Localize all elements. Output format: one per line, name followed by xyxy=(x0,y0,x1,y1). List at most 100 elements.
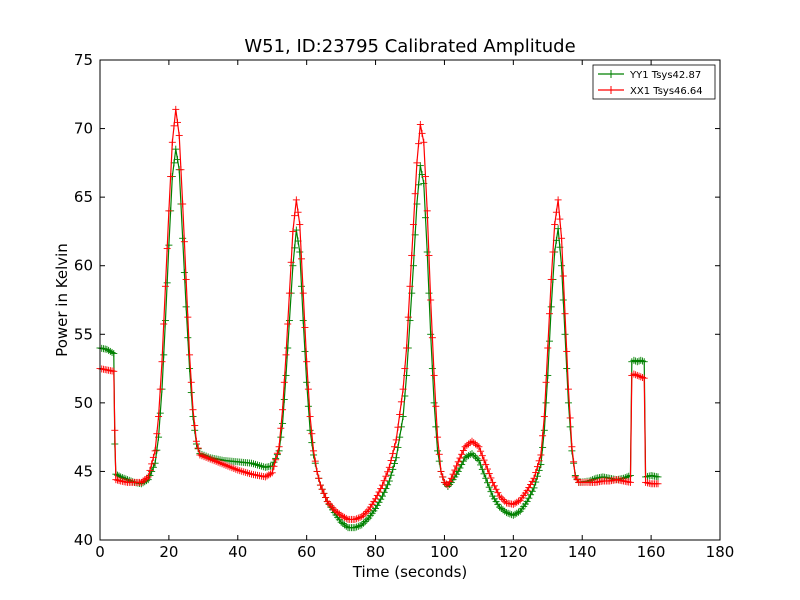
data-point xyxy=(528,477,536,485)
data-point xyxy=(291,212,299,220)
data-point xyxy=(361,517,369,525)
data-point xyxy=(552,208,560,216)
x-tick-label: 0 xyxy=(95,543,105,561)
data-point xyxy=(389,450,397,458)
legend-label-yy1: YY1 Tsys42.87 xyxy=(629,70,701,81)
data-point xyxy=(298,255,305,263)
data-point xyxy=(642,478,650,486)
data-point xyxy=(163,245,171,253)
data-point xyxy=(277,424,285,432)
data-point xyxy=(475,443,483,451)
data-point xyxy=(539,443,547,451)
data-point xyxy=(277,433,285,441)
data-point xyxy=(186,365,194,373)
data-point xyxy=(301,323,309,331)
data-point xyxy=(542,378,550,386)
data-point xyxy=(489,478,497,486)
data-point xyxy=(425,251,433,259)
x-tick-label: 120 xyxy=(499,543,528,561)
data-point xyxy=(375,498,383,506)
data-point xyxy=(439,473,447,481)
data-point xyxy=(285,289,293,297)
data-point xyxy=(378,481,386,489)
data-point xyxy=(544,344,552,352)
data-point xyxy=(453,462,460,470)
data-point xyxy=(533,463,541,471)
data-point xyxy=(639,373,646,381)
data-point xyxy=(423,248,431,256)
data-point xyxy=(525,484,533,492)
data-point xyxy=(444,481,452,489)
y-axis-label: Power in Kelvin xyxy=(53,243,71,357)
data-point xyxy=(556,215,564,223)
data-point xyxy=(446,478,454,486)
data-point xyxy=(515,508,522,516)
data-point xyxy=(435,450,443,458)
data-point xyxy=(539,432,547,440)
data-point xyxy=(161,282,169,290)
data-point xyxy=(377,485,385,493)
data-point xyxy=(480,456,488,464)
data-point xyxy=(466,451,474,459)
data-point xyxy=(270,462,278,470)
data-point xyxy=(373,501,381,509)
x-tick-label: 20 xyxy=(159,543,178,561)
data-point xyxy=(174,118,181,126)
data-point xyxy=(637,373,645,381)
data-point xyxy=(564,399,572,407)
data-point xyxy=(375,488,383,496)
data-point xyxy=(528,487,536,495)
data-point xyxy=(110,367,118,375)
data-point xyxy=(449,470,457,478)
data-point xyxy=(149,453,157,461)
data-point xyxy=(296,248,304,256)
data-point xyxy=(165,241,173,249)
data-point xyxy=(654,473,662,481)
data-point xyxy=(527,491,535,499)
data-point xyxy=(284,320,292,328)
data-point xyxy=(401,365,409,373)
data-point xyxy=(447,474,455,482)
data-point xyxy=(289,227,297,235)
data-point xyxy=(353,523,361,531)
data-point xyxy=(279,406,287,414)
data-point xyxy=(342,522,350,530)
data-point xyxy=(110,349,118,357)
data-point xyxy=(384,468,392,476)
series-xx1 xyxy=(96,105,662,523)
data-point xyxy=(303,358,311,366)
data-point xyxy=(396,411,404,419)
data-point xyxy=(298,282,305,290)
data-point xyxy=(430,399,438,407)
data-point xyxy=(635,372,643,380)
data-point xyxy=(406,282,414,290)
data-point xyxy=(415,181,423,189)
legend-marker-yy1 xyxy=(607,70,615,78)
data-point xyxy=(361,509,369,517)
data-point xyxy=(523,498,531,506)
data-point xyxy=(372,495,380,503)
data-point xyxy=(268,469,276,477)
data-point xyxy=(415,140,423,148)
legend-marker-xx1 xyxy=(607,86,615,94)
data-point xyxy=(382,472,390,480)
data-point xyxy=(411,190,419,198)
data-point xyxy=(640,358,648,366)
data-point xyxy=(311,457,319,465)
data-point xyxy=(372,504,380,512)
data-point xyxy=(633,358,641,366)
data-point xyxy=(153,446,161,454)
data-point xyxy=(387,471,395,479)
data-point xyxy=(473,441,481,449)
data-point xyxy=(394,443,402,451)
data-point xyxy=(485,483,493,491)
data-point xyxy=(554,196,562,204)
data-point xyxy=(391,460,398,468)
data-point xyxy=(544,371,552,379)
data-point xyxy=(180,238,188,246)
data-point xyxy=(358,521,366,529)
data-point xyxy=(194,444,202,452)
data-point xyxy=(397,398,405,406)
series-line xyxy=(99,149,659,529)
